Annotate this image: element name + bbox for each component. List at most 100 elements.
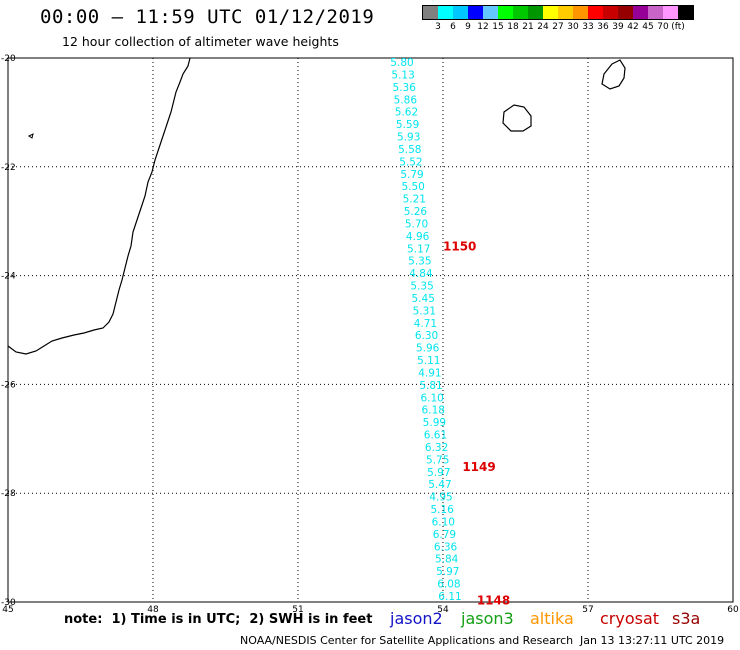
page-title: 00:00 – 11:59 UTC 01/12/2019 [40,6,375,28]
swh-value-label: 5.52 [399,156,422,168]
legend-label: 6 [450,22,456,32]
swh-value-label: 5.50 [401,181,424,193]
axis-ticks: 45 48 51 54 57 60 -20 -22 -24 -26 -28 -30 [1,54,739,615]
swh-value-label: 5.21 [403,194,426,206]
swh-value-label: 6.10 [420,392,443,404]
swh-value-label: 5.11 [417,355,440,367]
lat-tick-label: -22 [1,163,16,173]
swh-value-label: 4.84 [409,268,433,280]
swh-value-label: 6.18 [422,405,445,417]
legend-label: 30 [567,22,579,32]
reunion-coastline [502,104,532,132]
mauritius-coastline [601,59,626,90]
legend-label: (ft) [671,22,685,32]
legend-swatch [483,6,498,19]
legend-swatch [678,6,693,19]
legend-label: 18 [507,22,519,32]
swh-value-label: 5.93 [397,132,420,144]
lat-tick-label: -28 [1,489,16,499]
swh-value-label: 5.62 [395,107,418,119]
pass-labels: 1150 1149 1148 [443,240,510,608]
legend-label: 9 [465,22,471,32]
swh-value-label: 5.97 [427,467,450,479]
sat-cryosat: cryosat [600,609,660,628]
page-subtitle: 12 hour collection of altimeter wave hei… [62,34,339,49]
legend-swatches [422,5,694,20]
lon-tick-label: 54 [437,605,449,615]
swh-value-label: 5.97 [436,566,459,578]
swh-value-label: 5.86 [394,94,418,106]
pass-number-label: 1149 [462,460,495,474]
swh-value-label: 6.36 [434,541,458,553]
legend-swatch [423,6,438,19]
sat-s3a: s3a [672,609,701,628]
swh-value-label: 5.81 [419,380,442,392]
legend-label: 12 [477,22,489,32]
swh-value-label: 5.31 [413,305,436,317]
pass-number-label: 1148 [477,593,510,607]
lon-tick-label: 60 [727,605,739,615]
swh-value-label: 5.35 [410,281,433,293]
legend-label: 36 [597,22,609,32]
swh-value-label: 5.16 [430,504,454,516]
map-grid [8,58,733,602]
swh-value-label: 5.13 [391,69,414,81]
footnote: note: 1) Time is in UTC; 2) SWH is in fe… [64,612,373,627]
swh-value-label: 5.47 [428,479,451,491]
swh-value-label: 6.08 [437,579,460,591]
legend-swatch [543,6,558,19]
sat-jason2: jason2 [390,609,443,628]
islet-coastline [28,133,34,139]
lon-tick-label: 45 [2,605,13,615]
swh-value-label: 6.30 [415,330,438,342]
legend-label: 24 [537,22,549,32]
legend-swatch [498,6,513,19]
swh-value-label: 5.36 [393,82,417,94]
swh-value-label: 5.80 [390,57,413,69]
swh-value-label: 5.45 [412,293,435,305]
credit-text: NOAA/NESDIS Center for Satellite Applica… [240,634,574,647]
color-legend: 3 6 9 12 15 18 21 24 27 30 33 36 39 42 45 70 (ft) [422,5,694,32]
lat-tick-label: -24 [1,272,16,282]
legend-label: 39 [612,22,624,32]
swh-value-label: 4.71 [414,318,437,330]
lon-tick-label: 57 [582,605,593,615]
jason3-track: 5.805.135.365.865.625.595.935.585.525.79… [390,57,461,603]
lon-tick-label: 51 [292,605,303,615]
swh-value-label: 4.91 [418,367,441,379]
legend-swatch [558,6,573,19]
swh-value-label: 5.26 [404,206,428,218]
swh-value-label: 4.96 [406,231,430,243]
legend-swatch [453,6,468,19]
sat-jason3: jason3 [461,609,514,628]
legend-label: 27 [552,22,564,32]
legend-swatch [588,6,603,19]
swh-value-label: 5.17 [407,243,430,255]
legend-swatch [438,6,453,19]
swh-value-label: 6.10 [432,516,455,528]
lon-tick-label: 48 [147,605,159,615]
legend-label: 33 [582,22,594,32]
swh-value-label: 6.79 [433,529,456,541]
coastlines [7,57,626,355]
swh-value-label: 5.59 [396,119,419,131]
swh-value-label: 6.32 [425,442,448,454]
legend-label: 45 [642,22,654,32]
sat-altika: altika [530,609,574,628]
legend-labels: 3 6 9 12 15 18 21 24 27 30 33 36 39 42 45 70 (ft) [422,20,694,32]
legend-swatch [603,6,618,19]
lat-tick-label: -26 [1,380,16,390]
legend-label: 42 [627,22,639,32]
legend-swatch [663,6,678,19]
legend-swatch [648,6,663,19]
legend-swatch [513,6,528,19]
legend-label: 70 [657,22,669,32]
legend-swatch [573,6,588,19]
generated-timestamp: Jan 13 13:27:11 UTC 2019 [580,634,725,647]
swh-value-label: 5.96 [416,343,440,355]
lat-tick-label: -20 [1,54,16,64]
map-frame [7,57,734,603]
swh-value-label: 5.79 [400,169,423,181]
swh-value-label: 5.35 [408,256,431,268]
